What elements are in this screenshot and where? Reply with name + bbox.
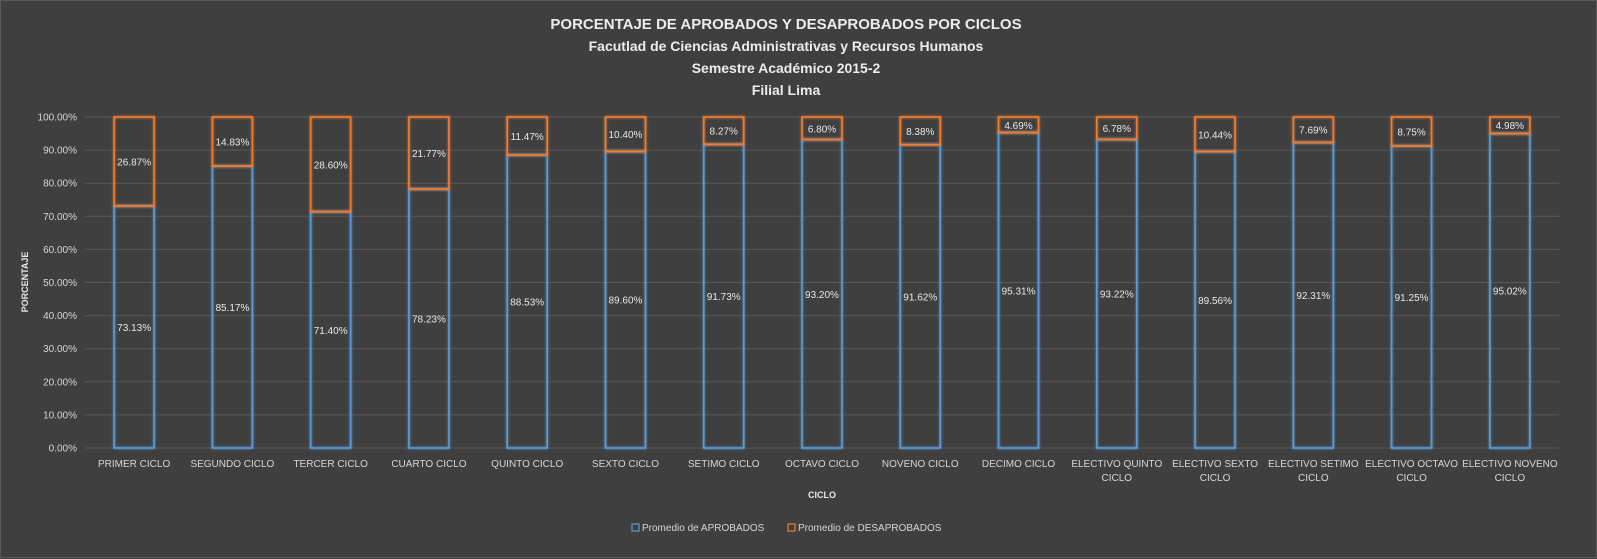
x-tick-label: CICLO <box>1298 473 1329 484</box>
legend-label: Promedio de DESAPROBADOS <box>798 523 942 534</box>
gridlines <box>85 116 1559 449</box>
y-axis-ticks: 0.00% 10.00% 20.00% 30.00% 40.00% 50.00% 60.00… <box>38 113 78 455</box>
data-label-aprobados: 91.25% <box>1395 293 1429 304</box>
bar-desaprobados <box>1390 116 1433 147</box>
chart-subtitle-line: Filial Lima <box>752 82 821 98</box>
data-label-desaprobados: 28.60% <box>314 160 348 171</box>
data-label-aprobados: 78.23% <box>412 315 446 326</box>
bar-desaprobados <box>309 116 352 213</box>
x-tick-label: ELECTIVO QUINTO <box>1071 459 1162 470</box>
legend: Promedio de APROBADOS Promedio de DESAPRO… <box>631 523 942 534</box>
bar-desaprobados <box>1292 116 1335 144</box>
x-tick-label: ELECTIVO OCTAVO <box>1365 459 1458 470</box>
x-tick-label: DECIMO CICLO <box>982 459 1056 470</box>
y-tick-label: 0.00% <box>49 444 77 455</box>
data-label-aprobados: 91.62% <box>903 292 937 303</box>
x-axis-title: CICLO <box>808 490 836 500</box>
data-label-aprobados: 95.02% <box>1493 287 1527 298</box>
x-tick-label: CICLO <box>1200 473 1231 484</box>
x-tick-label: CICLO <box>1495 473 1526 484</box>
bar-desaprobados <box>801 116 843 141</box>
bar-desaprobados <box>997 116 1040 134</box>
data-label-desaprobados: 4.98% <box>1496 121 1524 132</box>
data-label-desaprobados: 8.75% <box>1397 127 1425 138</box>
data-label-aprobados: 85.17% <box>215 303 249 314</box>
x-tick-label: OCTAVO CICLO <box>785 459 859 470</box>
y-tick-label: 70.00% <box>43 212 77 223</box>
y-tick-label: 10.00% <box>43 410 77 421</box>
legend-swatch <box>631 523 640 532</box>
x-tick-label: SEXTO CICLO <box>592 459 659 470</box>
y-axis-title: PORCENTAJE <box>20 252 30 313</box>
data-label-desaprobados: 8.38% <box>906 127 934 138</box>
bar-desaprobados <box>211 116 254 167</box>
x-tick-label: QUINTO CICLO <box>491 459 563 470</box>
x-axis-ticks: PRIMER CICLO SEGUNDO CICLO TERCER CICLO CUA… <box>98 459 1558 484</box>
x-tick-label: SEGUNDO CICLO <box>190 459 274 470</box>
bar-desaprobados <box>604 116 647 153</box>
x-tick-label: CUARTO CICLO <box>391 459 466 470</box>
y-tick-label: 40.00% <box>43 311 77 322</box>
data-label-aprobados: 95.31% <box>1002 286 1036 297</box>
chart-title: PORCENTAJE DE APROBADOS Y DESAPROBADOS P… <box>550 16 1021 98</box>
x-tick-label: ELECTIVO SETIMO <box>1268 459 1359 470</box>
legend-swatch <box>787 523 796 532</box>
data-label-aprobados: 71.40% <box>314 326 348 337</box>
data-label-aprobados: 73.13% <box>117 323 151 334</box>
bar-desaprobados <box>702 116 745 146</box>
data-label-desaprobados: 11.47% <box>511 132 544 143</box>
bar-desaprobados <box>113 116 155 207</box>
y-tick-label: 90.00% <box>43 146 77 157</box>
data-label-aprobados: 91.73% <box>707 292 741 303</box>
chart-subtitle-line: Facutlad de Ciencias Administrativas y R… <box>589 38 984 54</box>
y-tick-label: 30.00% <box>43 344 77 355</box>
data-label-desaprobados: 6.80% <box>808 124 836 135</box>
x-tick-label: TERCER CICLO <box>293 459 368 470</box>
y-tick-label: 20.00% <box>43 377 77 388</box>
bars <box>113 116 1531 449</box>
chart-subtitle-line: Semestre Académico 2015-2 <box>692 60 881 76</box>
data-label-aprobados: 88.53% <box>510 297 544 308</box>
data-label-desaprobados: 7.69% <box>1299 126 1327 137</box>
y-tick-label: 80.00% <box>43 179 77 190</box>
data-label-aprobados: 92.31% <box>1296 291 1330 302</box>
bar-desaprobados <box>1489 116 1531 135</box>
x-tick-label: NOVENO CICLO <box>882 459 959 470</box>
data-label-desaprobados: 8.27% <box>710 127 738 138</box>
x-tick-label: PRIMER CICLO <box>98 459 170 470</box>
y-tick-label: 100.00% <box>38 113 78 124</box>
y-tick-label: 50.00% <box>43 278 77 289</box>
data-label-desaprobados: 26.87% <box>117 157 151 168</box>
data-label-desaprobados: 6.78% <box>1103 124 1131 135</box>
data-label-aprobados: 89.56% <box>1198 296 1232 307</box>
x-tick-label: CICLO <box>1102 473 1133 484</box>
data-label-aprobados: 93.20% <box>805 290 839 301</box>
bar-desaprobados <box>408 116 450 190</box>
bar-desaprobados <box>1096 116 1138 141</box>
bar-desaprobados <box>1194 116 1236 153</box>
x-tick-label: ELECTIVO SEXTO <box>1172 459 1258 470</box>
x-tick-label: ELECTIVO NOVENO <box>1462 459 1558 470</box>
data-label-desaprobados: 4.69% <box>1004 121 1032 132</box>
data-label-desaprobados: 10.40% <box>609 130 643 141</box>
x-tick-label: SETIMO CICLO <box>688 459 760 470</box>
y-tick-label: 60.00% <box>43 245 77 256</box>
bar-desaprobados <box>506 116 549 156</box>
legend-label: Promedio de APROBADOS <box>642 523 765 534</box>
data-label-aprobados: 89.60% <box>609 296 643 307</box>
data-label-aprobados: 93.22% <box>1100 290 1134 301</box>
data-labels: 73.13% 26.87% 85.17% 14.83% 71.40% 28.60% 78.2… <box>117 121 1527 337</box>
x-tick-label: CICLO <box>1396 473 1427 484</box>
data-label-desaprobados: 14.83% <box>215 138 249 149</box>
chart-title-line: PORCENTAJE DE APROBADOS Y DESAPROBADOS P… <box>550 16 1021 33</box>
data-label-desaprobados: 10.44% <box>1198 130 1232 141</box>
bar-desaprobados <box>899 116 942 146</box>
data-label-desaprobados: 21.77% <box>412 149 446 160</box>
